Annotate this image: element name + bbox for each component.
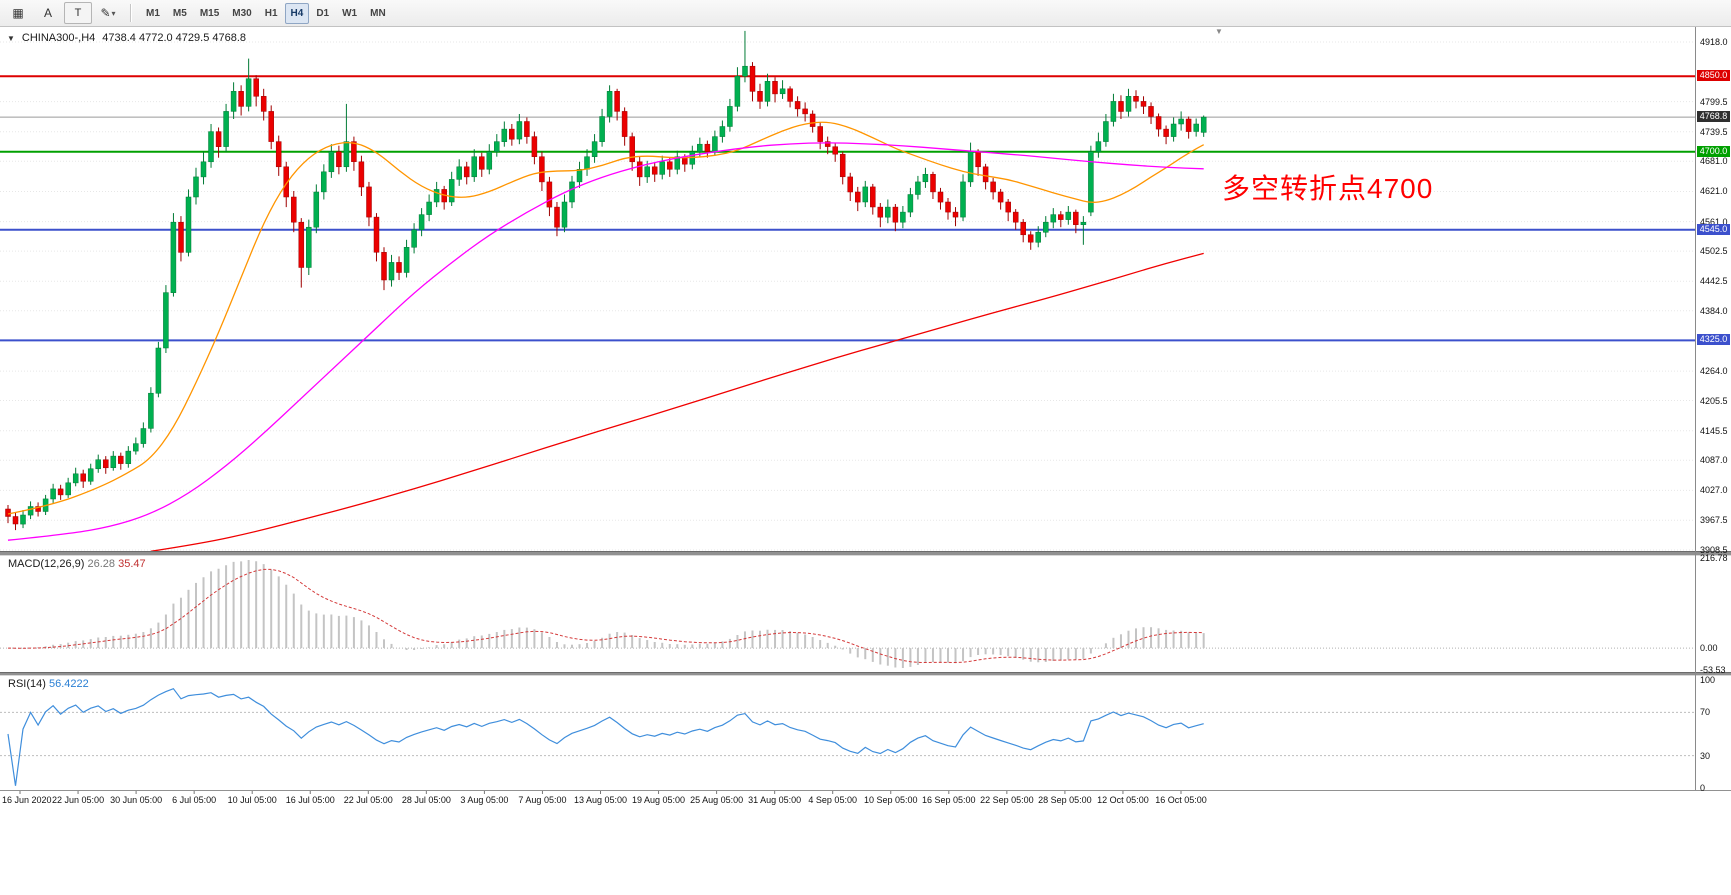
rsi-panel-separator[interactable] xyxy=(0,672,1731,676)
price-axis-separator xyxy=(1695,27,1696,790)
timeframe-button-m5[interactable]: M5 xyxy=(172,7,187,19)
rsi-axis-label: 30 xyxy=(1700,750,1711,761)
timeframe-group: M1 M5 M15 M30 H1 H4 D1 W1 MN xyxy=(140,2,392,24)
rsi-value: 56.4222 xyxy=(48,678,89,690)
price-axis-label: 3967.5 xyxy=(1700,515,1728,526)
price-axis-label: 4145.5 xyxy=(1700,425,1728,436)
price-badge-4850.0: 4850.0 xyxy=(1697,70,1730,82)
time-axis-label: 16 Oct 05:00 xyxy=(1155,795,1207,805)
price-axis-label: 4799.5 xyxy=(1700,96,1728,107)
macd-panel-separator[interactable] xyxy=(0,551,1731,556)
rsi-line xyxy=(7,687,1204,786)
toolbar: ▦ A T ✎ ▾ M1 M5 M15 M30 H1 H4 D1 W1 MN xyxy=(0,0,1731,27)
price-axis-label: 4442.5 xyxy=(1700,276,1728,287)
price-axis-label: 4264.0 xyxy=(1700,366,1728,377)
timeframe-button-m15[interactable]: M15 xyxy=(199,7,220,19)
time-axis-label: 7 Aug 05:00 xyxy=(518,795,567,805)
time-axis-label: 10 Jul 05:00 xyxy=(227,795,277,805)
price-axis-label: 4739.5 xyxy=(1700,126,1728,137)
annotation-text[interactable]: 多空转折点4700 xyxy=(1222,173,1434,204)
rsi-axis-label: 0 xyxy=(1700,783,1706,793)
timeframe-button-w1[interactable]: W1 xyxy=(342,7,358,19)
time-axis-label: 3 Aug 05:00 xyxy=(460,795,509,805)
candlestick-series xyxy=(5,30,1207,531)
price-axis-label: 4384.0 xyxy=(1700,305,1728,316)
pencil-icon: ✎ xyxy=(100,6,111,20)
time-axis[interactable]: 16 Jun 2020 22 Jun 05:00 30 Jun 05:00 6 Jul… xyxy=(0,791,1695,813)
chart-header: ▼ CHINA300-,H4 4738.4 4772.0 4729.5 4768… xyxy=(7,32,246,44)
chart-symbol-period: CHINA300-,H4 xyxy=(21,32,96,44)
symbol-dropdown-icon[interactable]: ▼ xyxy=(7,33,15,43)
time-axis-label: 22 Sep 05:00 xyxy=(980,795,1034,805)
rsi-indicator-label: RSI(14) 56.4222 xyxy=(8,678,89,690)
price-axis-label: 4027.0 xyxy=(1700,485,1728,496)
price-badge-4700.0: 4700.0 xyxy=(1697,145,1730,157)
macd-axis-label: -53.53 xyxy=(1700,665,1726,675)
timeframe-button-mn[interactable]: MN xyxy=(370,7,386,19)
time-axis-label: 10 Sep 05:00 xyxy=(863,795,918,805)
timeframe-button-h1[interactable]: H1 xyxy=(264,7,278,19)
price-axis-label: 4205.5 xyxy=(1700,395,1728,406)
time-axis-label: 30 Jun 05:00 xyxy=(110,795,163,805)
macd-indicator-label: MACD(12,26,9) 26.28 35.47 xyxy=(8,558,146,570)
price-axis-label: 4681.0 xyxy=(1700,156,1728,167)
horizontal-level-lines[interactable] xyxy=(0,75,1695,342)
price-axis-label: 4502.5 xyxy=(1700,246,1728,257)
macd-signal-value: 35.47 xyxy=(118,558,146,570)
chevron-down-icon: ▾ xyxy=(111,8,116,18)
time-axis-label: 25 Aug 05:00 xyxy=(690,795,744,805)
ma-fast-line xyxy=(7,121,1205,515)
chart-grid-icon[interactable]: ▦ xyxy=(4,2,32,24)
price-gridlines xyxy=(0,41,1695,551)
timeframe-button-h4[interactable]: H4 xyxy=(284,2,310,24)
time-axis-label: 22 Jul 05:00 xyxy=(343,795,393,805)
ma-slow-line xyxy=(150,252,1204,552)
price-axis-label: 4621.0 xyxy=(1700,186,1728,197)
macd-axis-label: 216.78 xyxy=(1700,553,1728,563)
time-axis-label: 13 Aug 05:00 xyxy=(573,795,628,805)
time-axis-label: 22 Jun 05:00 xyxy=(52,795,105,805)
time-axis-separator xyxy=(0,790,1731,791)
grid-glyph: ▦ xyxy=(12,6,24,20)
ma-mid-line xyxy=(7,142,1204,541)
price-badge-4325.0: 4325.0 xyxy=(1697,334,1730,346)
price-axis-label: 4087.0 xyxy=(1700,455,1728,466)
price-axis-label: 3908.5 xyxy=(1700,545,1728,555)
rsi-axis-label: 70 xyxy=(1700,707,1711,718)
price-axis-label: 4918.0 xyxy=(1700,37,1728,47)
draw-tool-dropdown[interactable]: ✎ ▾ xyxy=(94,2,122,24)
macd-indicator xyxy=(0,560,1695,668)
macd-signal-line xyxy=(7,568,1204,664)
macd-main-value: 26.28 xyxy=(87,558,116,570)
rsi-axis-label: 100 xyxy=(1700,675,1716,685)
annotation-a-button[interactable]: A xyxy=(43,6,52,20)
rsi-indicator xyxy=(0,687,1695,786)
toolbar-separator xyxy=(130,4,132,22)
macd-axis-label: 0.00 xyxy=(1700,643,1718,654)
time-axis-label: 12 Oct 05:00 xyxy=(1097,795,1149,805)
timeframe-button-m1[interactable]: M1 xyxy=(146,7,160,19)
time-axis-label: 16 Jul 05:00 xyxy=(285,795,335,805)
time-axis-label: 31 Aug 05:00 xyxy=(748,795,802,805)
macd-name: MACD(12,26,9) xyxy=(8,558,85,570)
price-badge-4545.0: 4545.0 xyxy=(1697,223,1730,235)
time-axis-label: 28 Sep 05:00 xyxy=(1038,795,1092,805)
price-axis[interactable]: 4918.0 4799.5 4739.5 4681.0 4621.0 4561.0 4502… xyxy=(1696,27,1731,793)
chart-ohlc-values: 4738.4 4772.0 4729.5 4768.8 xyxy=(102,32,247,44)
time-axis-label: 16 Sep 05:00 xyxy=(922,795,976,805)
time-axis-label: 16 Jun 2020 xyxy=(2,795,52,805)
timeframe-button-m30[interactable]: M30 xyxy=(232,7,252,19)
price-axis-label: 4561.0 xyxy=(1700,216,1728,227)
time-axis-label: 4 Sep 05:00 xyxy=(808,795,857,805)
time-axis-label: 28 Jul 05:00 xyxy=(401,795,451,805)
text-tool-button[interactable]: T xyxy=(64,2,92,24)
right-shift-marker[interactable]: ▼ xyxy=(1215,27,1223,36)
price-badge-4768.8: 4768.8 xyxy=(1697,111,1730,123)
timeframe-button-d1[interactable]: D1 xyxy=(316,7,330,19)
time-axis-label: 6 Jul 05:00 xyxy=(172,795,217,805)
time-axis-label: 19 Aug 05:00 xyxy=(632,795,686,805)
rsi-name: RSI(14) xyxy=(8,678,46,690)
